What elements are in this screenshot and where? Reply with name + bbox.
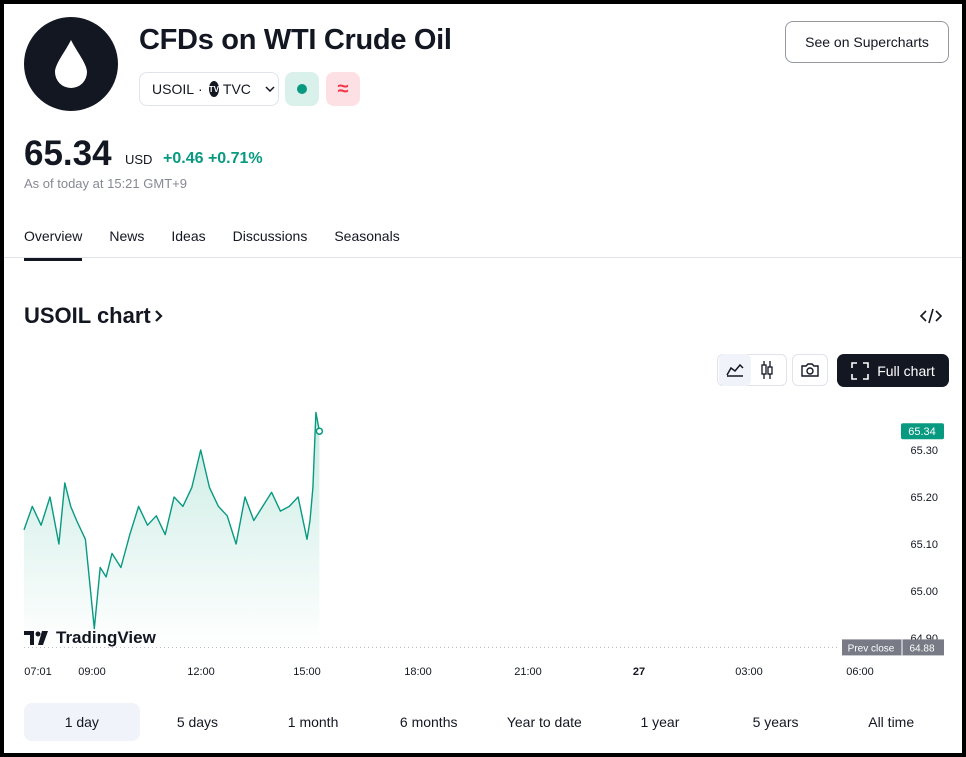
x-tick-label: 15:00 xyxy=(293,666,321,678)
range-6-months[interactable]: 6 months xyxy=(399,714,458,730)
x-tick-label: 06:00 xyxy=(846,666,874,678)
full-chart-label: Full chart xyxy=(877,362,935,379)
symbol-ticker: USOIL xyxy=(152,81,195,97)
x-tick-label: 27 xyxy=(633,666,645,678)
area-chart-icon[interactable] xyxy=(719,354,751,386)
tab-overview[interactable]: Overview xyxy=(24,228,83,261)
cfd-badge[interactable]: ≈ xyxy=(326,72,360,106)
prev-close-value: 64.88 xyxy=(909,643,934,654)
y-tick-label: 65.20 xyxy=(910,492,938,504)
range-year-to-date[interactable]: Year to date xyxy=(506,714,582,730)
range-all-time[interactable]: All time xyxy=(868,714,915,730)
separator: · xyxy=(198,81,203,97)
x-tick-label: 21:00 xyxy=(514,666,542,678)
tradingview-watermark: TradingView xyxy=(24,628,156,648)
price-currency: USD xyxy=(125,152,153,167)
range-5-days[interactable]: 5 days xyxy=(176,714,219,730)
camera-icon[interactable] xyxy=(792,354,828,386)
y-tick-label: 65.00 xyxy=(910,586,938,598)
see-on-supercharts-button[interactable]: See on Supercharts xyxy=(785,21,949,63)
quote-timestamp: As of today at 15:21 GMT+9 xyxy=(24,176,187,191)
tab-news[interactable]: News xyxy=(109,228,145,244)
range-1-year[interactable]: 1 year xyxy=(640,714,680,730)
time-range-selector: 1 day 5 days 1 month 6 months Year to da… xyxy=(24,703,949,741)
tab-ideas[interactable]: Ideas xyxy=(171,228,206,244)
price-change: +0.46 +0.71% xyxy=(163,150,263,168)
full-chart-button[interactable]: Full chart xyxy=(837,354,949,387)
series-line xyxy=(23,411,321,630)
symbol-page: CFDs on WTI Crude Oil USOIL · TV TVC ≈ S… xyxy=(4,4,962,753)
tab-discussions[interactable]: Discussions xyxy=(232,228,308,244)
x-tick-label: 03:00 xyxy=(735,666,763,678)
candles-icon[interactable] xyxy=(751,354,783,386)
tradingview-wordmark: TradingView xyxy=(56,628,156,647)
change-absolute: +0.46 xyxy=(163,150,204,167)
tab-seasonals[interactable]: Seasonals xyxy=(334,228,400,244)
tradingview-exchange-icon: TV xyxy=(208,81,219,97)
range-5-years[interactable]: 5 years xyxy=(752,714,799,730)
last-price-label: 65.34 xyxy=(908,426,936,438)
chevron-down-icon xyxy=(265,86,275,92)
last-price: 65.34 xyxy=(24,134,112,173)
page-title: CFDs on WTI Crude Oil xyxy=(139,24,452,56)
oil-drop-icon xyxy=(24,17,118,111)
x-tick-label: 12:00 xyxy=(187,666,215,678)
chevron-right-icon xyxy=(154,310,163,322)
chart-style-toggle xyxy=(717,354,787,386)
x-tick-label: 07:01 xyxy=(24,666,52,678)
last-price-label-bg xyxy=(901,423,944,440)
series-area xyxy=(24,412,320,647)
x-tick-label: 09:00 xyxy=(78,666,106,678)
tabs-divider xyxy=(4,257,962,258)
code-embed-icon[interactable] xyxy=(919,306,943,326)
tradingview-logo-icon xyxy=(24,631,48,645)
chart-title-link[interactable]: USOIL chart xyxy=(24,303,165,329)
symbol-selector[interactable]: USOIL · TV TVC xyxy=(139,72,279,106)
status-dot-icon xyxy=(297,84,307,94)
fullscreen-icon xyxy=(851,361,870,380)
range-1-month[interactable]: 1 month xyxy=(287,714,339,730)
last-point-marker xyxy=(315,427,324,435)
section-tabs: Overview News Ideas Discussions Seasonal… xyxy=(24,228,427,261)
prev-close-label: Prev close xyxy=(848,643,895,654)
range-1-day[interactable]: 1 day xyxy=(24,703,140,741)
x-tick-label: 18:00 xyxy=(404,666,432,678)
chart-title-text: USOIL chart xyxy=(24,303,151,328)
change-percent: +0.71% xyxy=(207,150,263,167)
market-open-badge[interactable] xyxy=(285,72,319,106)
y-tick-label: 65.10 xyxy=(910,539,938,551)
prev-close-label-bg xyxy=(842,639,944,656)
y-tick-label: 65.30 xyxy=(910,445,938,457)
exchange-name: TVC xyxy=(222,81,251,97)
